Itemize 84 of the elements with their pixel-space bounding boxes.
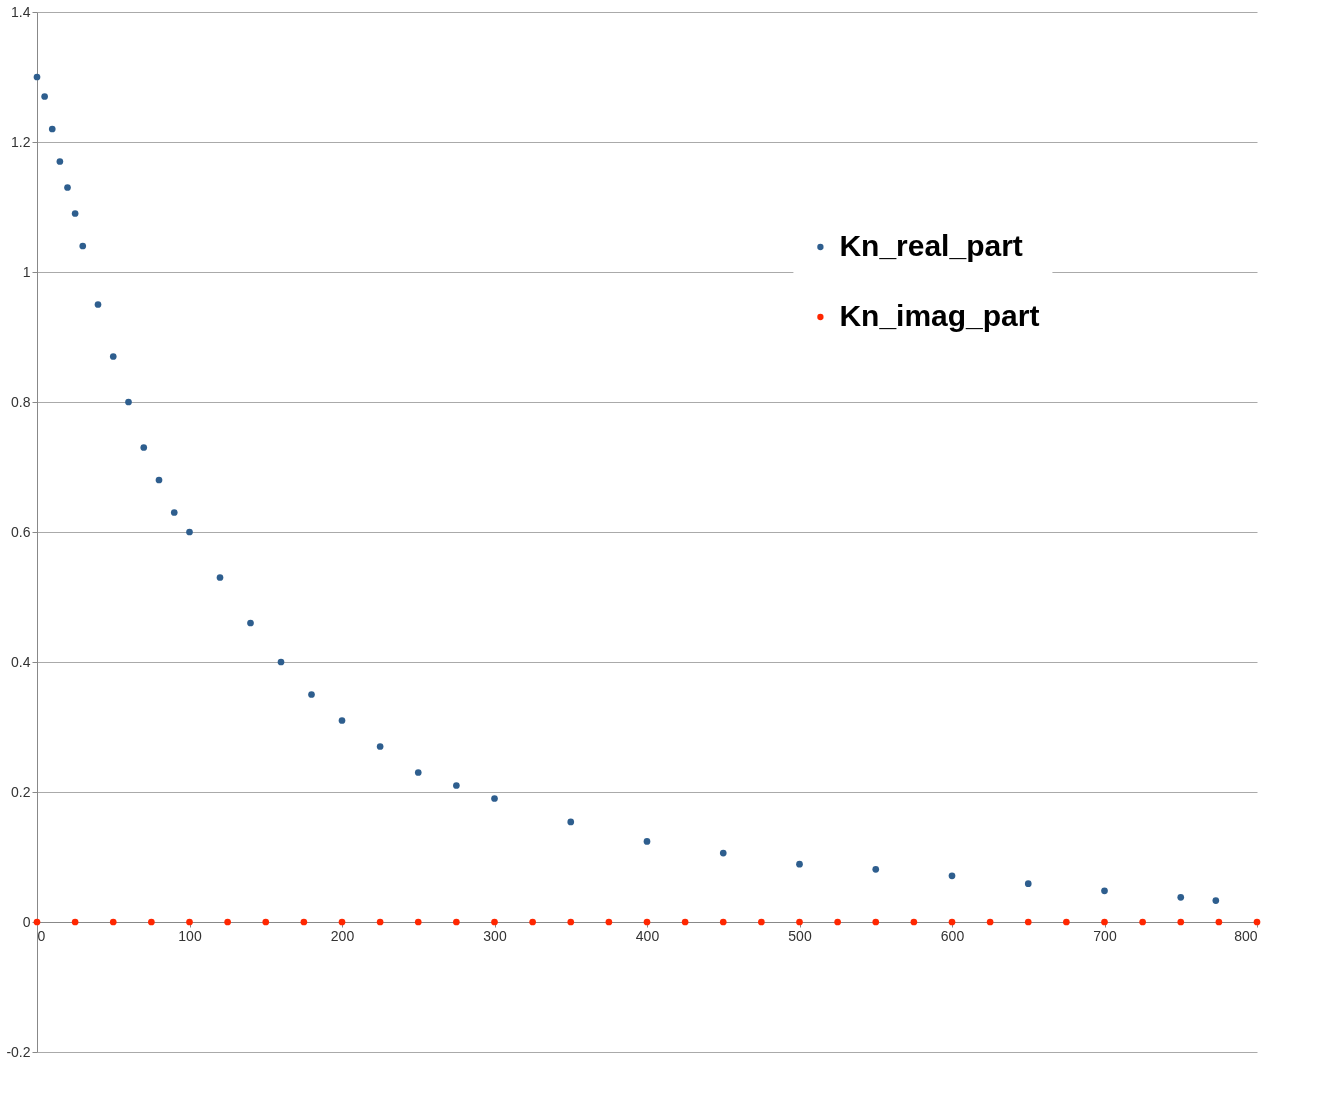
point: [338, 717, 346, 724]
point: [643, 838, 651, 845]
point: [148, 918, 155, 926]
point: [79, 242, 87, 250]
y-tick-label: 1.2: [11, 133, 31, 150]
y-tick-label: 0.6: [11, 523, 31, 540]
point: [1177, 893, 1185, 901]
point: [529, 918, 536, 926]
x-tick-label: 200: [330, 927, 355, 944]
point: [64, 184, 71, 191]
point: [216, 574, 224, 581]
point: [453, 918, 460, 926]
point: [567, 818, 575, 826]
point: [1101, 887, 1108, 895]
y-tick-label: 0.8: [11, 393, 31, 410]
point: [681, 918, 689, 926]
point: [719, 849, 727, 857]
point: [491, 795, 498, 802]
point: [758, 918, 765, 926]
y-tick-label: 1.4: [11, 3, 31, 20]
point: [186, 918, 193, 926]
y-tick-label: 0.2: [11, 783, 31, 800]
point: [1212, 897, 1220, 904]
point: [1139, 918, 1146, 926]
point: [910, 918, 918, 926]
point: [277, 658, 285, 666]
point: [71, 210, 79, 217]
point: [338, 918, 346, 926]
point: [567, 918, 575, 926]
point: [125, 398, 132, 406]
point: [300, 918, 308, 926]
point: [834, 918, 841, 926]
point: [262, 918, 270, 926]
point: [109, 918, 117, 926]
point: [1024, 880, 1032, 887]
point: [1177, 918, 1185, 926]
point: [986, 918, 994, 926]
point: [796, 918, 803, 926]
point: [33, 73, 41, 81]
x-tick-label: 700: [1093, 927, 1117, 944]
x-tick-label: 100: [178, 927, 202, 944]
point: [170, 509, 178, 516]
point: [491, 918, 498, 926]
point: [872, 918, 880, 926]
point: [376, 743, 384, 750]
x-tick-label: 600: [940, 927, 965, 944]
point: [186, 528, 193, 536]
point: [48, 125, 56, 133]
point: [414, 769, 422, 776]
point: [872, 866, 880, 873]
point: [414, 918, 422, 926]
y-tick-label: 0.4: [11, 653, 31, 670]
point: [1101, 918, 1108, 926]
x-tick-label: 300: [483, 927, 507, 944]
point: [41, 93, 48, 100]
point: [224, 918, 231, 926]
x-tick-label: 400: [635, 927, 660, 944]
point: [308, 691, 315, 698]
point: [376, 918, 384, 926]
point: [796, 860, 803, 868]
point: [56, 158, 64, 165]
point: [94, 301, 102, 308]
point: [643, 918, 651, 926]
point: [605, 918, 613, 926]
y-tick-label: 1: [22, 263, 31, 280]
point: [948, 872, 956, 880]
point: [109, 353, 117, 360]
x-tick-label: 0: [37, 927, 46, 944]
point: [453, 782, 460, 789]
point: [1215, 918, 1223, 926]
y-tick-label: -0.2: [6, 1043, 31, 1060]
point: [155, 476, 163, 484]
point: [247, 619, 254, 627]
point: [1063, 918, 1070, 926]
point: [948, 918, 956, 926]
point: [719, 918, 727, 926]
x-tick-label: 800: [1234, 927, 1258, 944]
point: [1024, 918, 1032, 926]
legend-label: Kn_imag_part: [839, 299, 1040, 332]
y-tick-label: 0: [22, 913, 31, 930]
x-tick-label: 500: [788, 927, 812, 944]
legend-label: Kn_real_part: [839, 229, 1023, 262]
point: [140, 444, 148, 451]
point: [71, 918, 79, 926]
